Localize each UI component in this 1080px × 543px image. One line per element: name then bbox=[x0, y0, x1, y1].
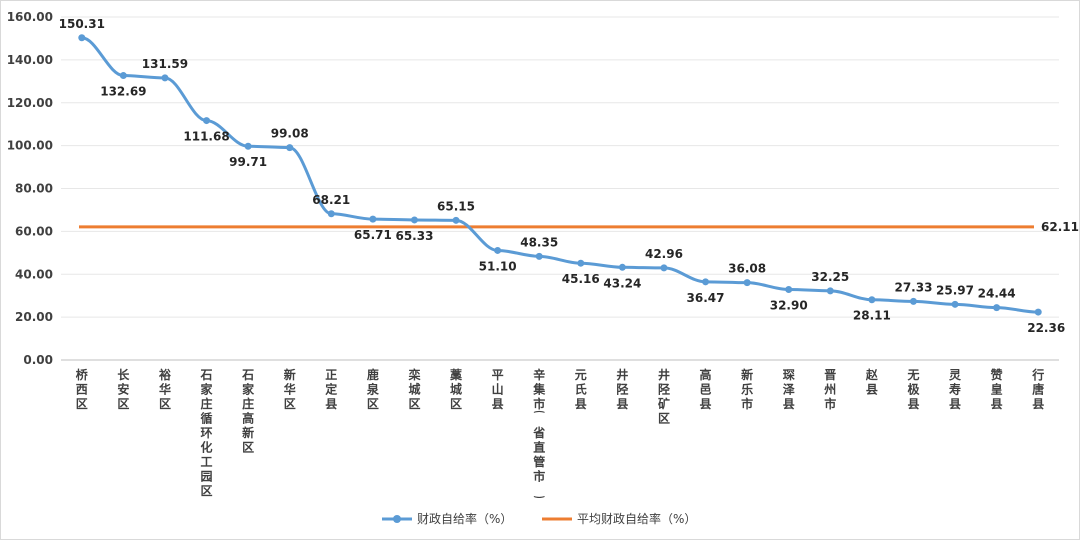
y-tick-label: 120.00 bbox=[7, 96, 53, 110]
data-label: 99.71 bbox=[229, 155, 267, 169]
data-label: 150.31 bbox=[59, 17, 105, 31]
x-tick-label: 井陉矿区 bbox=[658, 367, 670, 426]
data-point bbox=[785, 285, 793, 293]
y-tick-label: 40.00 bbox=[15, 267, 53, 281]
data-label: 27.33 bbox=[894, 280, 932, 294]
data-label: 132.69 bbox=[100, 85, 146, 99]
data-point bbox=[78, 34, 86, 42]
x-tick-label: 石家庄循环化工园区 bbox=[200, 368, 214, 498]
x-tick-label: 平山县 bbox=[492, 368, 504, 411]
data-point bbox=[909, 297, 917, 305]
data-point bbox=[452, 216, 460, 224]
data-point bbox=[826, 287, 834, 295]
data-label: 65.33 bbox=[395, 229, 433, 243]
y-tick-label: 20.00 bbox=[15, 310, 53, 324]
y-tick-label: 160.00 bbox=[7, 10, 53, 24]
data-point bbox=[410, 216, 418, 224]
x-tick-label: 辛集市⁀省直管市‿ bbox=[532, 367, 546, 498]
legend-marker-main bbox=[393, 515, 401, 523]
series-line bbox=[81, 36, 1039, 314]
data-label: 32.25 bbox=[811, 270, 849, 284]
data-label: 24.44 bbox=[978, 287, 1016, 301]
data-point bbox=[161, 74, 169, 82]
data-label: 48.35 bbox=[520, 235, 558, 249]
y-tick-label: 100.00 bbox=[7, 139, 53, 153]
x-tick-label: 新乐市 bbox=[741, 367, 753, 411]
data-label: 99.08 bbox=[271, 127, 309, 141]
data-point bbox=[868, 296, 876, 304]
x-tick-label: 桥西区 bbox=[76, 367, 89, 411]
gridlines bbox=[61, 16, 1059, 361]
y-axis: 0.00 20.00 40.00 60.00 80.00 100.00 120.00 140.… bbox=[7, 10, 53, 367]
data-label: 42.96 bbox=[645, 247, 683, 261]
data-label: 111.68 bbox=[183, 130, 229, 144]
legend-label-average: 平均财政自给率（%） bbox=[577, 511, 696, 526]
data-point bbox=[993, 304, 1001, 312]
x-tick-label: 藁城区 bbox=[449, 367, 463, 411]
x-tick-label: 晋州市 bbox=[823, 367, 836, 411]
legend-label-main: 财政自给率（%） bbox=[417, 511, 512, 526]
data-label: 51.10 bbox=[479, 259, 517, 273]
data-label: 32.90 bbox=[770, 298, 808, 312]
x-tick-label: 琛泽县 bbox=[783, 368, 796, 411]
data-label: 65.71 bbox=[354, 228, 392, 242]
x-tick-label: 灵寿县 bbox=[949, 367, 962, 411]
main-series bbox=[78, 34, 1042, 316]
data-label: 28.11 bbox=[853, 309, 891, 323]
data-point bbox=[119, 72, 127, 80]
legend: 财政自给率（%） 平均财政自给率（%） bbox=[382, 511, 696, 526]
x-tick-label: 长安区 bbox=[117, 367, 130, 411]
data-label: 22.36 bbox=[1027, 321, 1065, 335]
data-label: 65.15 bbox=[437, 199, 475, 213]
x-tick-label: 元氏县 bbox=[575, 368, 587, 411]
x-tick-label: 栾城区 bbox=[407, 367, 421, 411]
data-label: 36.47 bbox=[687, 291, 725, 305]
x-tick-label: 裕华区 bbox=[158, 367, 171, 411]
data-point bbox=[494, 246, 502, 254]
x-tick-label: 井陉县 bbox=[616, 367, 628, 411]
data-label: 45.16 bbox=[562, 272, 600, 286]
x-tick-label: 赞皇县 bbox=[990, 367, 1003, 411]
data-label: 131.59 bbox=[142, 57, 188, 71]
data-point bbox=[327, 210, 335, 218]
data-point bbox=[951, 300, 959, 308]
x-tick-label: 赵县 bbox=[865, 367, 879, 397]
x-tick-label: 石家庄高新区 bbox=[241, 368, 255, 455]
y-tick-label: 140.00 bbox=[7, 53, 53, 67]
data-point bbox=[1034, 308, 1042, 316]
x-tick-label: 正定县 bbox=[325, 368, 337, 411]
x-axis: 桥西区 长安区 裕华区 石家庄循环化工园区 石家庄高新区 新华区 正定县 鹿泉区 栾城区 藁城区 平… bbox=[76, 367, 1044, 498]
y-tick-label: 80.00 bbox=[15, 182, 53, 196]
data-label: 43.24 bbox=[603, 276, 641, 290]
data-label: 25.97 bbox=[936, 283, 974, 297]
data-point bbox=[369, 215, 377, 223]
data-point bbox=[743, 279, 751, 287]
data-point bbox=[618, 263, 626, 271]
average-series: 62.11 bbox=[79, 220, 1079, 234]
x-tick-label: 行唐县 bbox=[1031, 367, 1044, 411]
data-point bbox=[535, 252, 543, 260]
data-point bbox=[203, 117, 211, 125]
data-point bbox=[702, 278, 710, 286]
average-value-label: 62.11 bbox=[1041, 220, 1079, 234]
data-point bbox=[286, 144, 294, 152]
x-tick-label: 新华区 bbox=[284, 367, 296, 411]
x-tick-label: 高邑县 bbox=[700, 367, 712, 411]
data-point bbox=[244, 142, 252, 150]
y-tick-label: 0.00 bbox=[23, 353, 53, 367]
data-label: 36.08 bbox=[728, 262, 766, 276]
x-tick-label: 无极县 bbox=[906, 368, 920, 411]
data-point bbox=[660, 264, 668, 272]
data-label: 68.21 bbox=[312, 193, 350, 207]
y-tick-label: 60.00 bbox=[15, 224, 53, 238]
data-point bbox=[577, 259, 585, 267]
x-tick-label: 鹿泉区 bbox=[367, 367, 380, 411]
